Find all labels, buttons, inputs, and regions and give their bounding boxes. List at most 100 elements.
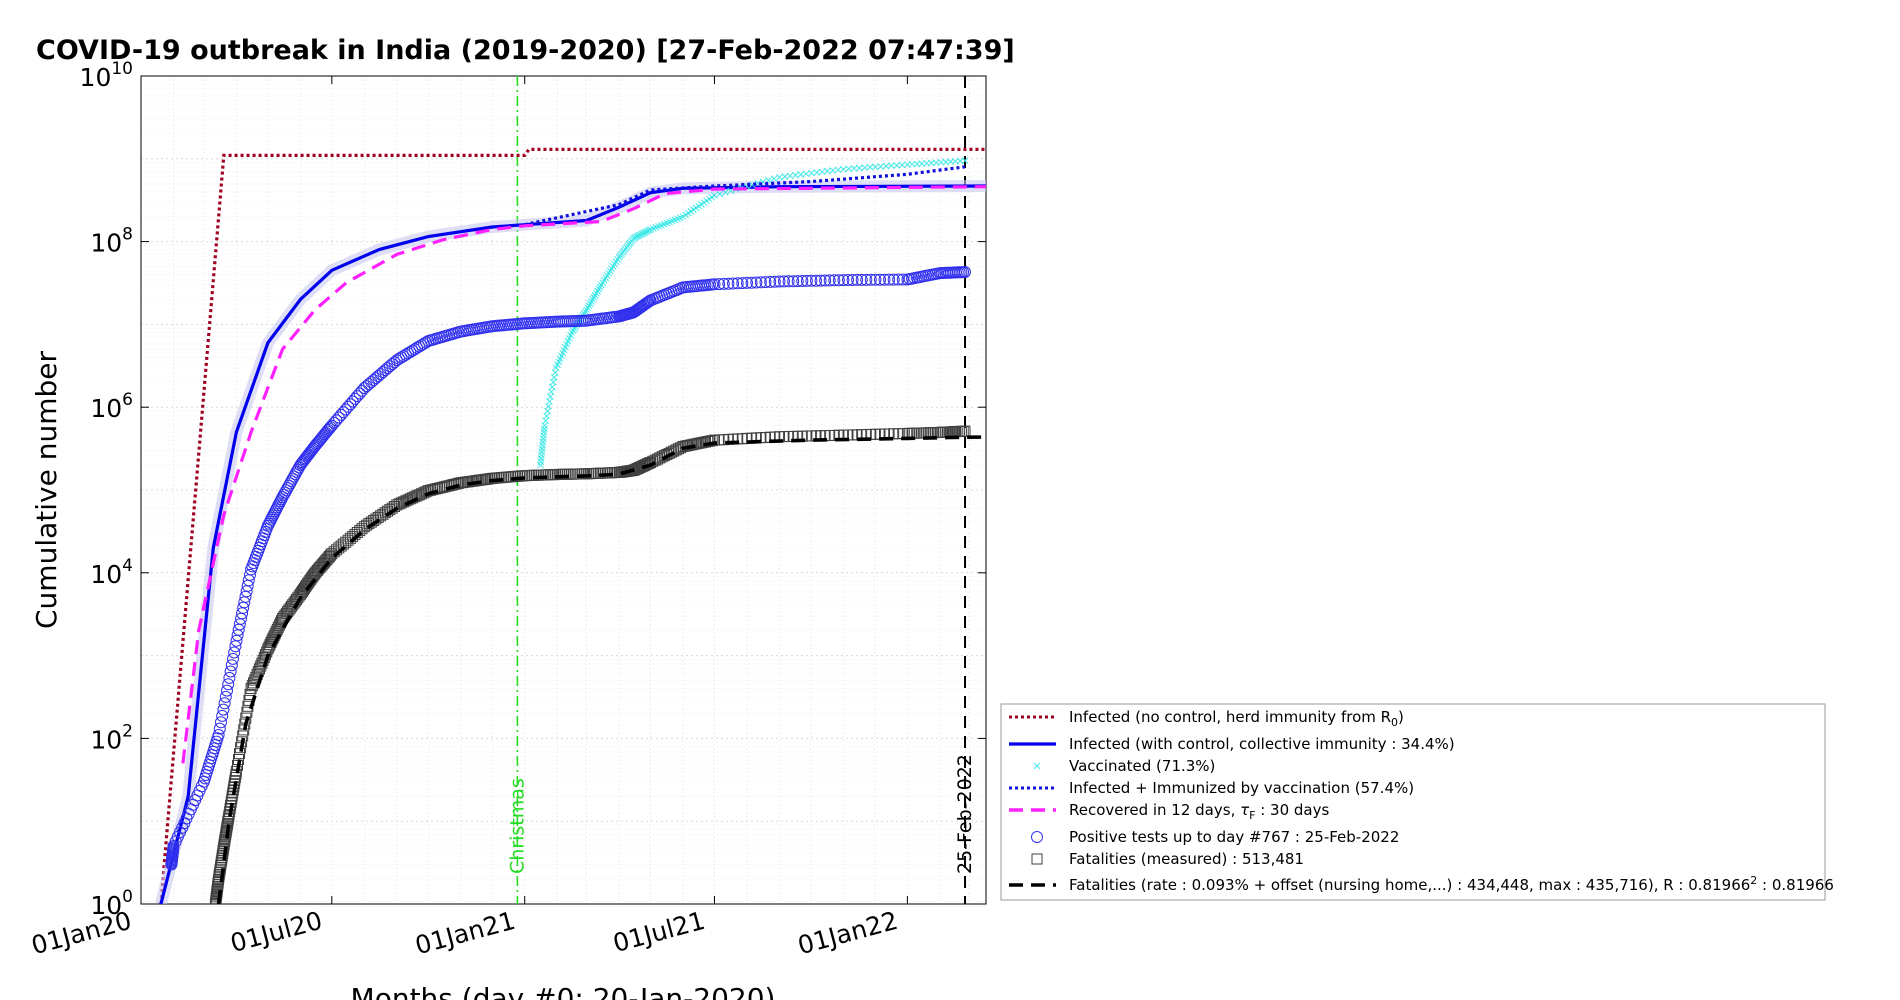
series-7 <box>216 435 986 904</box>
y-tick-exponent: 2 <box>122 721 133 741</box>
data-point <box>244 568 256 581</box>
data-point <box>855 273 868 286</box>
grid <box>141 76 986 905</box>
data-point <box>823 274 836 287</box>
data-point <box>869 273 882 286</box>
data-point <box>254 663 265 675</box>
data-point <box>782 275 795 288</box>
data-point <box>845 165 853 173</box>
legend-label-text: Fatalities (measured) : 513,481 <box>1069 850 1304 868</box>
data-point <box>878 273 891 286</box>
series-6 <box>209 425 971 904</box>
data-point <box>251 668 263 680</box>
legend-label: Vaccinated (71.3%) <box>1069 757 1215 775</box>
data-point <box>861 164 869 171</box>
chart-title: COVID-19 outbreak in India (2019-2020) [… <box>36 35 1015 66</box>
legend-label-subscript: F <box>1249 809 1255 822</box>
data-point <box>238 724 250 736</box>
data-point <box>369 372 382 385</box>
x-axis-label: Months (day #0: 20-Jan-2020) <box>351 982 776 1000</box>
data-point <box>814 274 827 287</box>
data-point <box>727 277 739 290</box>
annotations: Christmas 25-Feb-2022 <box>506 76 976 904</box>
data-point <box>374 368 387 381</box>
legend-label: Fatalities (measured) : 513,481 <box>1069 850 1304 868</box>
data-point <box>358 382 371 395</box>
data-point <box>217 703 230 716</box>
y-tick-label: 104 <box>90 556 133 589</box>
data-point <box>711 192 718 199</box>
legend-swatch <box>1033 762 1041 770</box>
series-line <box>181 185 986 764</box>
data-point <box>269 628 281 640</box>
data-point <box>840 165 847 173</box>
data-point <box>356 384 368 397</box>
data-point <box>245 683 257 694</box>
data-point <box>828 274 841 287</box>
data-point <box>234 748 245 760</box>
data-point <box>791 275 804 288</box>
series-4 <box>181 185 986 764</box>
data-point <box>866 163 874 171</box>
legend-label-text: Infected + Immunized by vaccination (57.… <box>1069 779 1414 797</box>
legend-box <box>1000 703 1826 901</box>
data-point <box>727 187 735 195</box>
data-point <box>745 276 758 289</box>
data-point <box>736 277 749 290</box>
data-point <box>892 273 905 286</box>
legend-label-text: Infected (with control, collective immun… <box>1069 735 1455 753</box>
y-axis-label: Cumulative number <box>30 351 63 629</box>
data-point <box>893 162 901 169</box>
y-tick-label: 1010 <box>80 59 133 92</box>
data-point <box>898 161 906 169</box>
data-point <box>218 697 231 710</box>
y-tick-base: 10 <box>90 725 122 754</box>
data-point <box>381 362 394 375</box>
data-point <box>222 678 235 691</box>
data-point <box>717 277 730 290</box>
data-point <box>805 274 818 287</box>
data-point <box>716 190 724 198</box>
legend-label-superscript: 2 <box>1750 874 1757 887</box>
data-point <box>874 273 886 286</box>
data-point <box>888 162 895 170</box>
legend-swatch <box>1031 831 1043 843</box>
data-point <box>223 671 236 684</box>
data-point <box>219 690 232 703</box>
data-point <box>896 273 909 286</box>
data-point <box>383 360 396 373</box>
data-point <box>872 163 879 171</box>
y-tick-exponent: 6 <box>122 390 133 410</box>
y-tick-exponent: 4 <box>122 556 133 576</box>
data-point <box>227 652 239 665</box>
legend-label: Infected (no control, herd immunity from… <box>1069 708 1404 729</box>
data-point <box>864 273 877 286</box>
data-point <box>376 366 389 379</box>
y-tick-label: 106 <box>90 390 133 423</box>
data-point <box>961 157 969 164</box>
data-point <box>850 165 858 172</box>
data-point <box>224 665 237 678</box>
data-point <box>837 274 850 287</box>
data-point <box>322 423 335 436</box>
data-point <box>856 164 863 172</box>
data-point <box>887 273 900 286</box>
series-3 <box>524 165 966 227</box>
data-point <box>393 498 405 510</box>
y-tick-label: 108 <box>90 225 133 258</box>
data-point <box>959 425 971 437</box>
data-point <box>362 378 375 391</box>
series-5 <box>165 266 971 871</box>
data-point <box>708 278 721 291</box>
data-point <box>832 274 845 287</box>
legend: Infected (no control, herd immunity from… <box>1000 703 1834 901</box>
data-point <box>227 787 239 799</box>
data-point <box>764 275 777 288</box>
legend-label: Infected (with control, collective immun… <box>1069 735 1455 753</box>
data-point <box>796 275 809 287</box>
legend-label: Positive tests up to day #767 : 25-Feb-2… <box>1069 828 1399 846</box>
data-point <box>750 276 763 289</box>
data-point <box>221 684 233 697</box>
data-point <box>819 274 832 287</box>
